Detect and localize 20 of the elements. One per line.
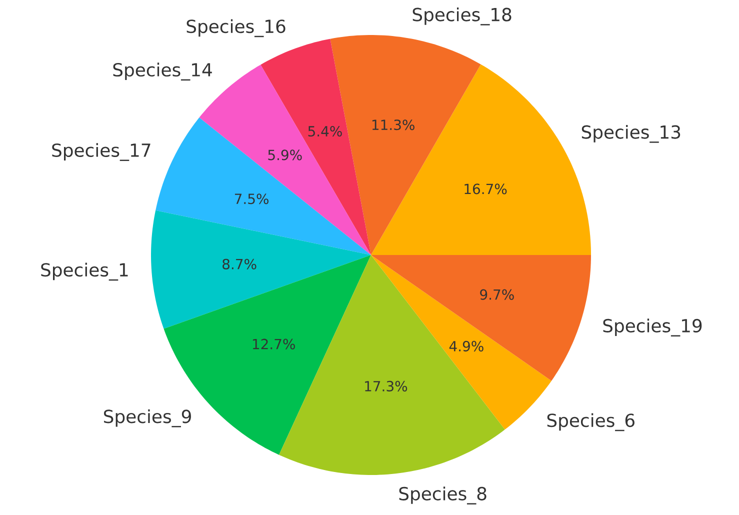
data-label: 7.5% bbox=[234, 194, 268, 204]
data-label: 9.7% bbox=[480, 289, 514, 300]
data-label: 11.3% bbox=[372, 120, 414, 130]
slice-label: Species_19 bbox=[603, 318, 702, 336]
slice-label: Species_6 bbox=[547, 413, 634, 432]
slice-label: Species_9 bbox=[104, 409, 191, 428]
data-label: 17.3% bbox=[365, 380, 408, 392]
data-label: 5.4% bbox=[308, 126, 342, 137]
data-label: 5.9% bbox=[268, 150, 302, 160]
data-label: 4.9% bbox=[449, 340, 484, 352]
data-label: 16.7% bbox=[464, 184, 507, 194]
slice-label: Species_18 bbox=[412, 7, 512, 26]
slice-label: Species_16 bbox=[186, 19, 286, 38]
data-label: 12.7% bbox=[252, 338, 295, 350]
slice-label: Species_1 bbox=[41, 262, 128, 281]
slice-label: Species_17 bbox=[52, 143, 150, 161]
data-label: 8.7% bbox=[222, 258, 256, 270]
slice-label: Species_13 bbox=[582, 124, 680, 143]
slice-label: Species_14 bbox=[113, 62, 212, 81]
slice-label: Species_8 bbox=[399, 486, 486, 504]
